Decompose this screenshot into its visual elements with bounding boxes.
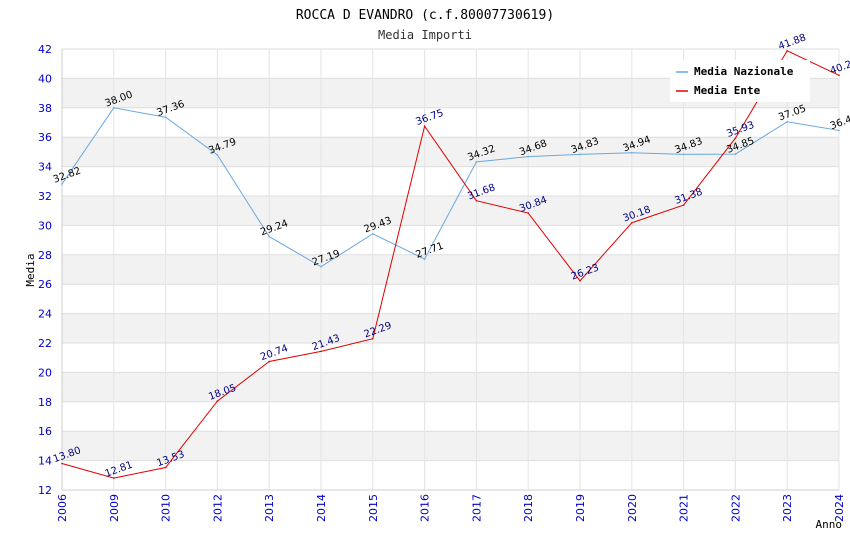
data-label: 36.75 — [414, 108, 445, 128]
x-tick-label: 2019 — [574, 494, 587, 522]
series-lines — [61, 49, 840, 479]
data-point — [423, 125, 426, 127]
data-point — [216, 154, 219, 156]
x-tick-label: 2015 — [367, 494, 380, 522]
x-tick-label: 2021 — [678, 494, 691, 522]
chart-title: ROCCA D EVANDRO (c.f.80007730619) — [296, 8, 554, 23]
x-tick-label: 2020 — [626, 494, 639, 522]
chart-subtitle: Media Importi — [378, 28, 472, 42]
data-point — [682, 204, 685, 206]
data-point — [838, 129, 840, 132]
data-point — [61, 462, 63, 465]
series-line-ente — [61, 50, 840, 479]
y-tick-label: 24 — [38, 308, 52, 321]
y-tick-label: 38 — [38, 102, 52, 115]
data-point — [268, 360, 271, 363]
data-point — [631, 221, 633, 224]
data-point — [320, 265, 322, 268]
x-tick-label: 2006 — [56, 494, 69, 522]
x-tick-label: 2018 — [522, 494, 535, 522]
data-point — [216, 400, 219, 402]
data-point — [320, 350, 322, 353]
x-tick-label: 2013 — [263, 494, 276, 522]
legend-label-ente: Media Ente — [694, 84, 761, 97]
legend-box — [670, 60, 810, 102]
legend: Media Nazionale Media Ente — [670, 60, 810, 102]
data-point — [113, 477, 115, 479]
data-point — [786, 49, 788, 52]
x-tick-label: 2023 — [781, 494, 794, 522]
data-point — [475, 199, 478, 202]
data-point — [786, 120, 788, 123]
data-point — [579, 153, 581, 156]
y-tick-label: 26 — [38, 278, 52, 291]
y-tick-label: 22 — [38, 337, 52, 350]
x-tick-label: 2016 — [419, 494, 432, 522]
x-tick-label: 2017 — [470, 494, 483, 522]
y-tick-label: 40 — [38, 72, 52, 85]
y-tick-label: 20 — [38, 366, 52, 379]
data-point — [113, 107, 115, 109]
grid-band — [62, 372, 839, 402]
x-axis-ticks: 2006 2009 2010 2012 2013 2014 2015 2016 2017 2018… — [56, 494, 846, 522]
x-axis-label: Anno — [816, 518, 843, 531]
data-point — [164, 466, 167, 469]
grid-band — [62, 254, 839, 285]
data-point — [734, 153, 737, 155]
data-point — [268, 235, 271, 238]
data-point — [579, 280, 581, 282]
y-tick-label: 12 — [38, 484, 52, 497]
x-tick-label: 2022 — [729, 494, 742, 522]
y-tick-label: 16 — [38, 425, 52, 438]
x-tick-label: 2010 — [160, 494, 173, 522]
grid-band — [62, 137, 839, 167]
data-point — [164, 116, 167, 119]
x-tick-label: 2009 — [108, 494, 121, 522]
grid-band — [62, 431, 839, 461]
y-tick-label: 28 — [38, 249, 52, 262]
y-tick-label: 34 — [38, 161, 52, 174]
data-label: 32.82 — [52, 166, 83, 186]
y-tick-label: 14 — [38, 455, 52, 468]
data-point — [682, 153, 685, 156]
y-axis-ticks: 12 14 16 18 20 22 24 26 28 30 32 34 36 38 40 42 — [38, 43, 52, 497]
x-tick-label: 2014 — [315, 494, 328, 522]
data-point — [475, 161, 478, 163]
grid-bands — [62, 78, 839, 461]
data-point — [631, 151, 633, 154]
grid-band — [62, 313, 839, 343]
data-point — [527, 212, 529, 214]
x-tick-label: 2012 — [211, 494, 224, 522]
grid-lines — [61, 48, 840, 491]
data-point — [372, 337, 374, 340]
data-point — [372, 232, 374, 235]
data-point — [61, 183, 63, 185]
series-line-nazionale — [61, 107, 840, 268]
legend-label-nazionale: Media Nazionale — [694, 65, 794, 78]
x-tick-label: 2024 — [833, 494, 846, 522]
data-point — [527, 155, 529, 158]
y-tick-label: 36 — [38, 131, 52, 144]
y-tick-label: 42 — [38, 43, 52, 56]
data-point — [423, 258, 426, 260]
y-axis-label: Media — [24, 253, 37, 286]
y-tick-label: 32 — [38, 190, 52, 203]
y-tick-label: 18 — [38, 396, 52, 409]
data-point — [838, 74, 840, 77]
y-tick-label: 30 — [38, 219, 52, 232]
data-point — [734, 137, 737, 140]
